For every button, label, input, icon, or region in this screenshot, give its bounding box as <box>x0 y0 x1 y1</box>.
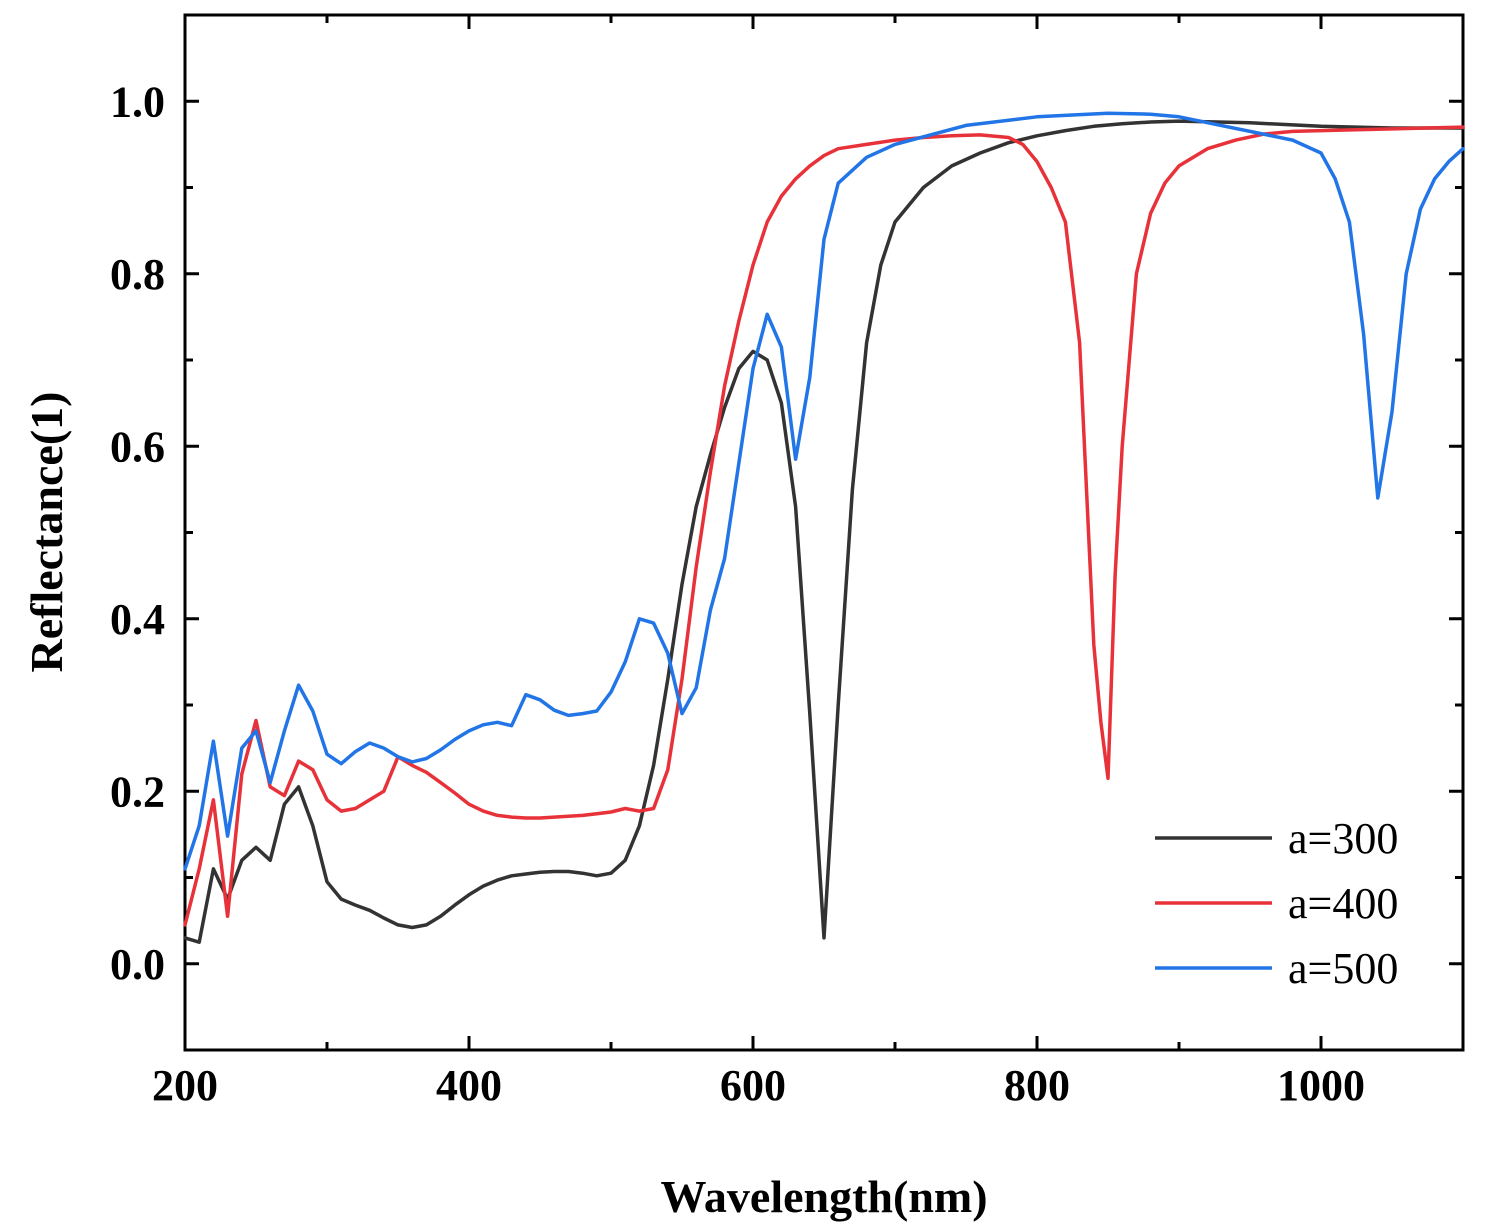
plot-frame <box>183 13 1465 1052</box>
y-tick-label: 1.0 <box>110 77 165 126</box>
x-tick-label: 200 <box>152 1061 218 1110</box>
x-axis-title: Wavelength(nm) <box>660 1171 987 1222</box>
series-line-a=400 <box>183 125 1465 927</box>
y-tick-label: 0.8 <box>110 250 165 299</box>
legend-label: a=400 <box>1288 879 1398 928</box>
y-axis-title: Reflectance(1) <box>21 392 72 673</box>
series-line-a=500 <box>183 111 1465 871</box>
axis-ticks: 200 400 600 800 1000 0.0 0.2 0.4 0.6 0.8 1.0 <box>110 13 1465 1110</box>
legend-label: a=300 <box>1288 814 1398 863</box>
legend: a=300 a=400 a=500 <box>1155 814 1398 993</box>
y-tick-label: 0.2 <box>110 767 165 816</box>
x-tick-label: 800 <box>1004 1061 1070 1110</box>
x-tick-label: 600 <box>720 1061 786 1110</box>
x-tick-label: 1000 <box>1277 1061 1365 1110</box>
y-tick-label: 0.6 <box>110 422 165 471</box>
y-tick-label: 0.4 <box>110 595 165 644</box>
legend-label: a=500 <box>1288 944 1398 993</box>
y-tick-label: 0.0 <box>110 940 165 989</box>
series-line-a=300 <box>183 119 1465 944</box>
series-lines <box>183 111 1465 944</box>
x-tick-label: 400 <box>436 1061 502 1110</box>
